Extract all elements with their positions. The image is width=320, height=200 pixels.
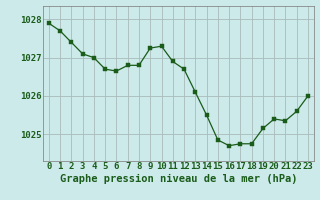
- X-axis label: Graphe pression niveau de la mer (hPa): Graphe pression niveau de la mer (hPa): [60, 174, 297, 184]
